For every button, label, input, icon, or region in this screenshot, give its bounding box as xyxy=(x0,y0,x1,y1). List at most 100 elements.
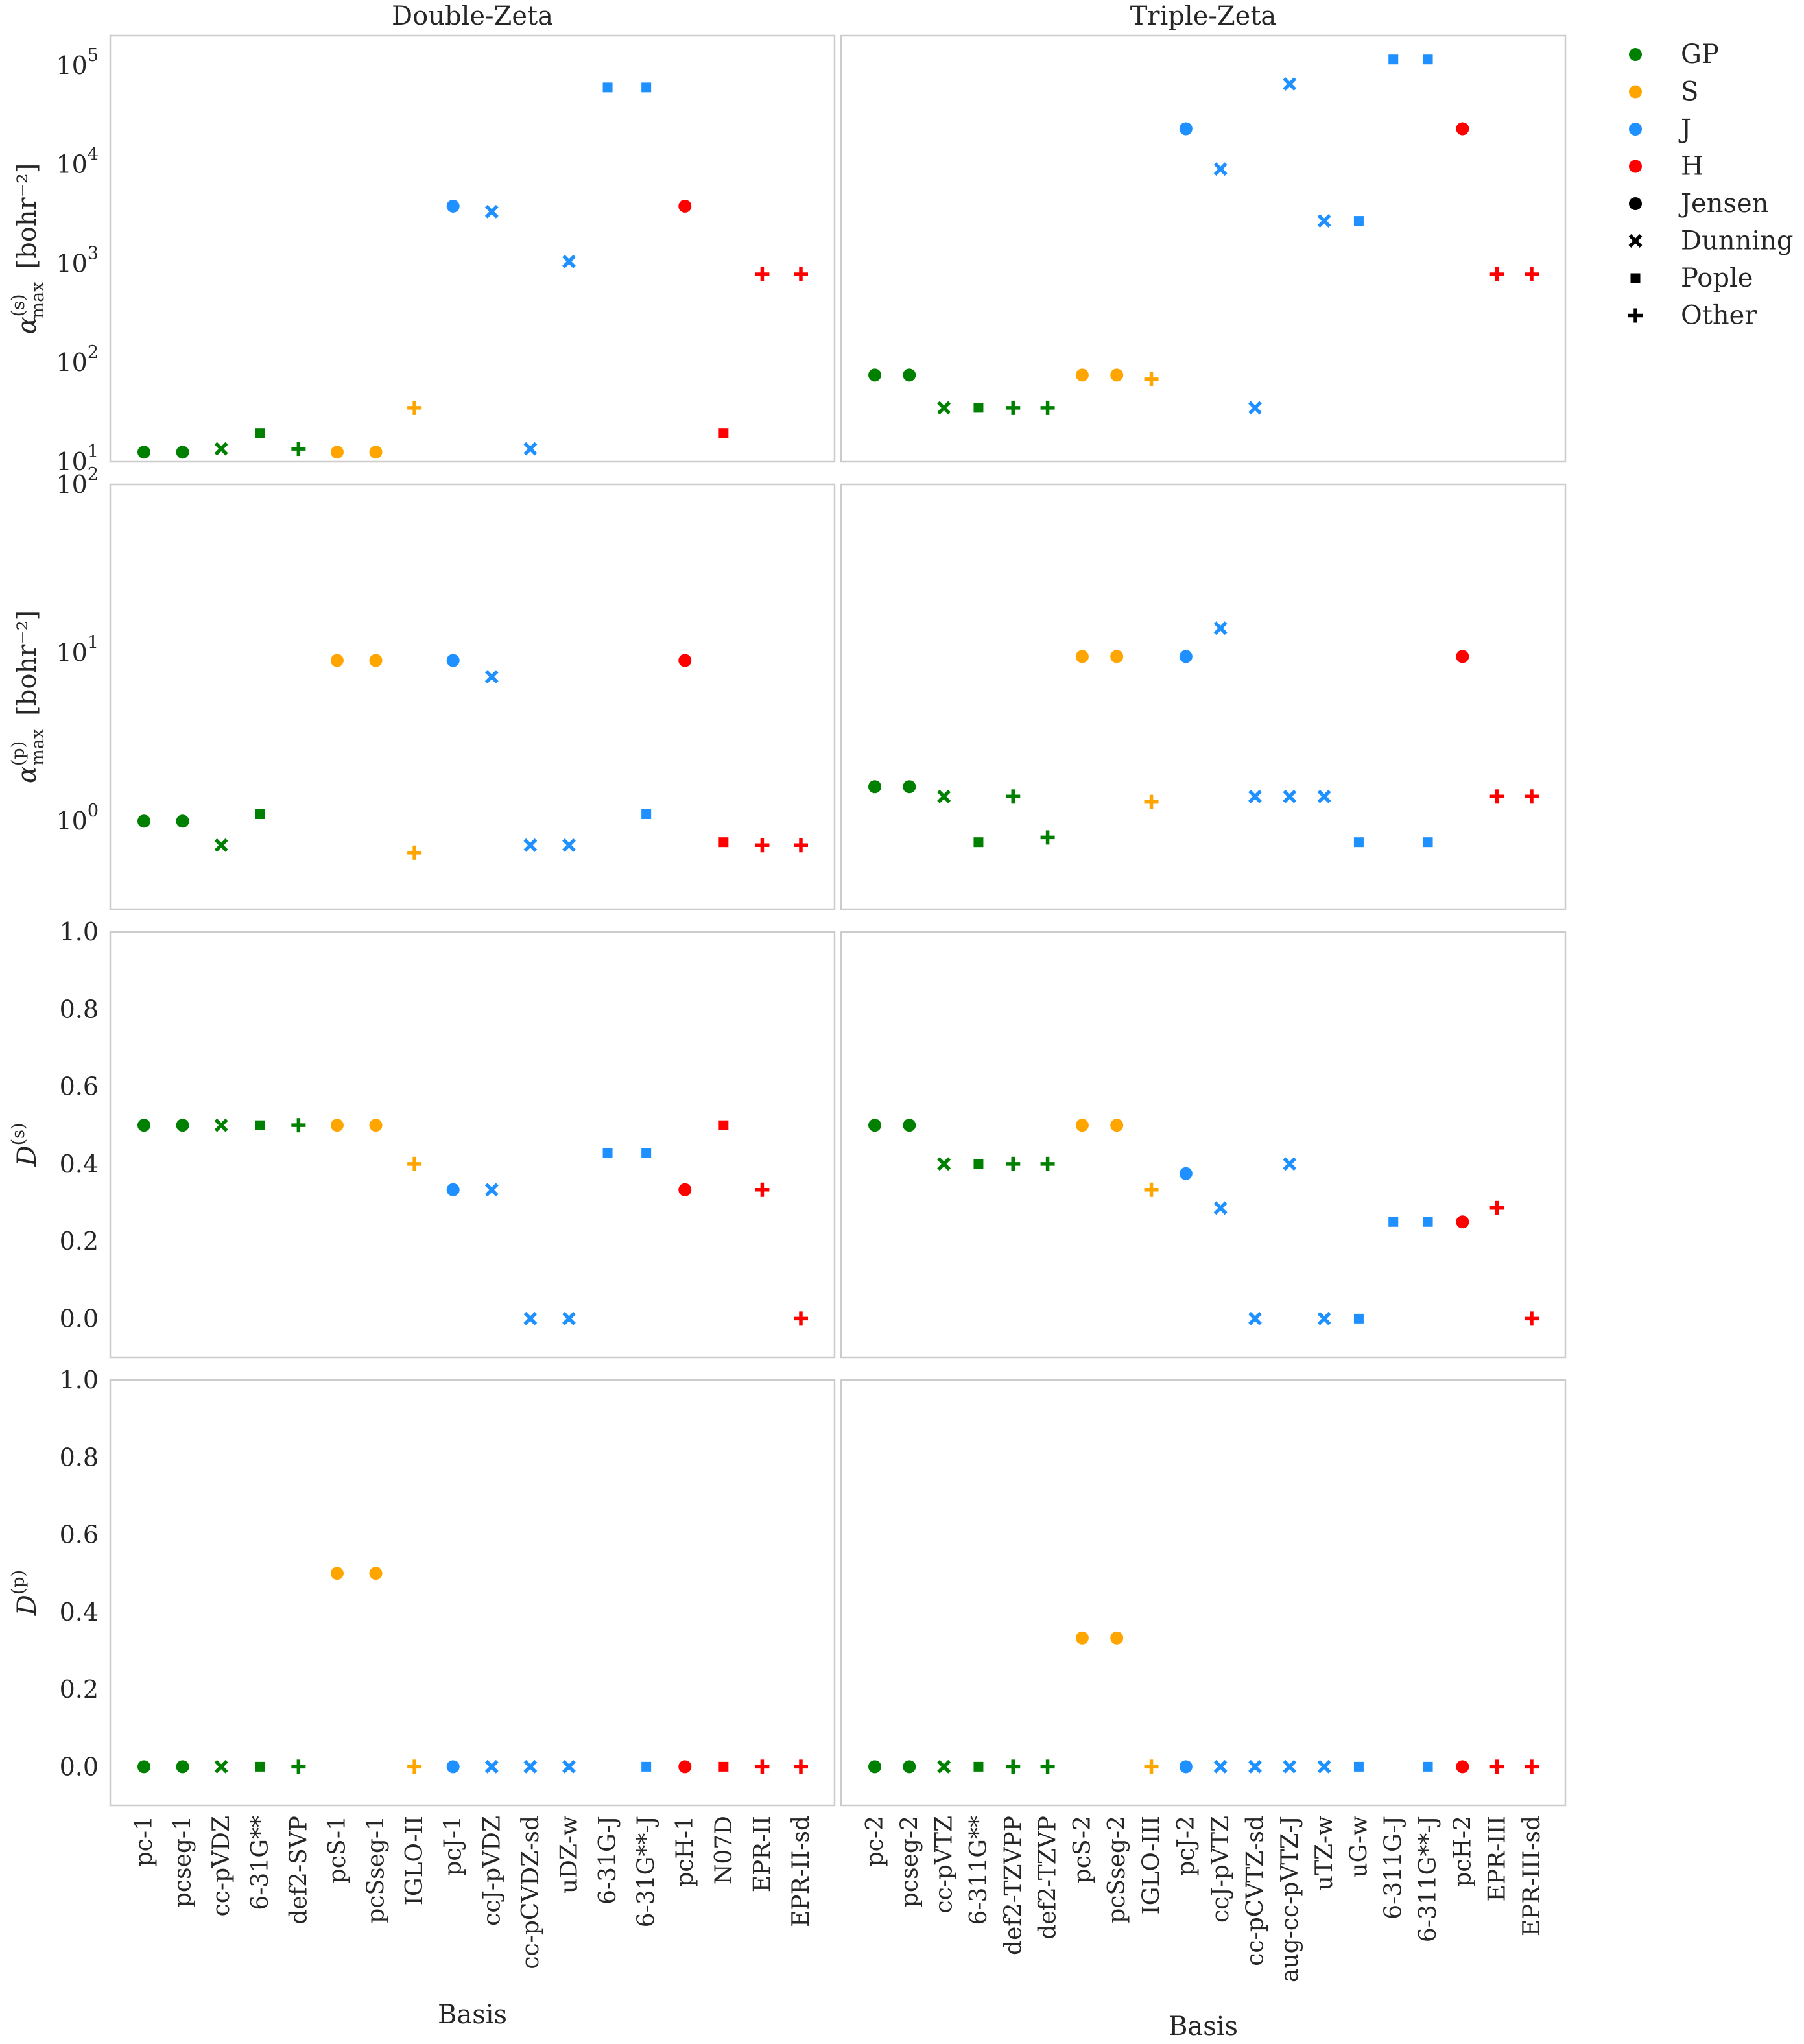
point-N07D-r1 xyxy=(718,837,729,848)
point-pcH_1-r0 xyxy=(678,199,692,213)
point-pc_2-r0 xyxy=(868,368,881,382)
panel-frame-r2-c1 xyxy=(840,931,1567,1359)
point-def2_TZVPP-r1 xyxy=(1006,789,1021,804)
point-uDZ_w-r0 xyxy=(562,254,576,268)
y-tick-label-r2-1: 0.2 xyxy=(60,1227,99,1255)
legend-marker-H xyxy=(1629,160,1642,173)
point-pcJ_2-r3 xyxy=(1179,1760,1193,1774)
y-tick-label-r2-3: 0.6 xyxy=(60,1073,99,1101)
column-title-1: Triple-Zeta xyxy=(1130,1,1277,31)
y-tick-label-r2-5: 1.0 xyxy=(60,918,99,946)
point-IGLO_III-r3 xyxy=(1144,1759,1159,1774)
point-pcH_2-r0 xyxy=(1456,122,1469,136)
point-pcS_1-r2 xyxy=(330,1119,344,1132)
point-aug_cc_pVTZ_J-r3 xyxy=(1283,1759,1297,1774)
point-cc_pCVTZ_sd-r2 xyxy=(1248,1311,1262,1325)
point-EPR_II_sd-r0 xyxy=(794,267,808,281)
point-uTZ_w-r1 xyxy=(1317,789,1331,803)
point-pcseg_1-r0 xyxy=(176,446,189,459)
point-pcH_2-r3 xyxy=(1456,1760,1469,1774)
legend-marker-Pople xyxy=(1630,273,1641,283)
x-tick-label-pcS_2: pcS-2 xyxy=(1069,1816,1096,1883)
point-pcH_2-r1 xyxy=(1456,650,1469,663)
y-axis-title-r2: D(s) xyxy=(8,1123,42,1167)
x-tick-label-pcSseg_1: pcSseg-1 xyxy=(363,1816,390,1923)
point-cc_pCVDZ_sd-r3 xyxy=(523,1759,538,1774)
point-def2_TZVP-r3 xyxy=(1040,1759,1055,1774)
panel-r2-c0 xyxy=(137,1118,808,1326)
x-tick-label-IGLO_II: IGLO-II xyxy=(401,1816,428,1905)
point-uTZ_w-r2 xyxy=(1317,1311,1331,1325)
point-pcJ_1-r2 xyxy=(446,1183,460,1196)
y-tick-label-r1-0: 100 xyxy=(56,801,99,835)
point-6_311G_J-r1 xyxy=(1423,837,1433,848)
panel-r2-c1 xyxy=(868,1119,1539,1326)
point-cc_pVDZ-r2 xyxy=(214,1118,228,1132)
point-EPR_III-r2 xyxy=(1489,1200,1504,1215)
x-tick-label-6_311G_J: 6-311G**-J xyxy=(1415,1816,1442,1942)
point-EPR_III_sd-r0 xyxy=(1525,267,1539,281)
panel-r0-c1 xyxy=(868,54,1539,415)
point-EPR_II_sd-r3 xyxy=(794,1759,808,1774)
point-6_31G_-r2 xyxy=(255,1120,265,1130)
point-pcS_2-r1 xyxy=(1075,650,1089,663)
point-pcSseg_2-r0 xyxy=(1110,368,1124,382)
panel-frame-r2-c0 xyxy=(109,931,836,1359)
point-uDZ_w-r3 xyxy=(562,1759,576,1774)
point-pcJ_1-r3 xyxy=(446,1760,460,1774)
y-tick-label-r2-2: 0.4 xyxy=(60,1150,99,1178)
point-6_31G_J-r1 xyxy=(641,809,652,820)
point-aug_cc_pVTZ_J-r2 xyxy=(1283,1157,1297,1171)
point-pcJ_2-r0 xyxy=(1179,122,1193,136)
x-tick-label-pcseg_1: pcseg-1 xyxy=(170,1816,196,1907)
point-def2_TZVP-r0 xyxy=(1040,400,1055,415)
point-pcJ_1-r0 xyxy=(446,199,460,213)
x-tick-label-def2_TZVP: def2-TZVP xyxy=(1035,1816,1062,1940)
column-title-0: Double-Zeta xyxy=(392,1,553,31)
point-ccJ_pVDZ-r2 xyxy=(484,1183,499,1197)
point-pcJ_1-r1 xyxy=(446,654,460,667)
point-cc_pVDZ-r0 xyxy=(214,442,228,456)
point-cc_pVDZ-r3 xyxy=(214,1759,228,1774)
point-pc_2-r3 xyxy=(868,1760,881,1774)
point-pcseg_1-r2 xyxy=(176,1119,189,1132)
x-tick-label-uTZ_w: uTZ-w xyxy=(1311,1816,1338,1890)
point-IGLO_III-r1 xyxy=(1144,794,1159,809)
point-EPR_III-r0 xyxy=(1489,267,1504,281)
point-uG_w-r3 xyxy=(1353,1761,1364,1772)
point-6_311G_J-r0 xyxy=(1423,54,1433,65)
x-tick-label-pc_1: pc-1 xyxy=(131,1816,158,1866)
point-pcSseg_2-r1 xyxy=(1110,650,1124,663)
x-tick-label-EPR_II: EPR-II xyxy=(749,1816,776,1892)
y-tick-label-r3-2: 0.4 xyxy=(60,1598,99,1626)
point-6_31G_-r1 xyxy=(255,809,265,820)
point-uDZ_w-r2 xyxy=(562,1311,576,1325)
x-tick-label-uDZ_w: uDZ-w xyxy=(556,1816,582,1894)
legend-label-J: J xyxy=(1678,114,1691,144)
x-tick-label-6_311G_: 6-311G** xyxy=(966,1816,992,1925)
point-pc_1-r2 xyxy=(137,1119,150,1132)
x-axis-title-c1: Basis xyxy=(1169,2012,1238,2041)
point-pc_1-r0 xyxy=(137,446,150,459)
point-aug_cc_pVTZ_J-r0 xyxy=(1283,77,1297,91)
point-uTZ_w-r0 xyxy=(1317,214,1331,228)
x-tick-label-6_311G_J: 6-311G-J xyxy=(1381,1816,1407,1919)
y-tick-label-r0-1: 102 xyxy=(56,342,99,377)
point-aug_cc_pVTZ_J-r1 xyxy=(1283,789,1297,803)
point-pc_2-r1 xyxy=(868,780,881,794)
x-tick-label-aug_cc_pVTZ_J: aug-cc-pVTZ-J xyxy=(1277,1816,1303,1982)
y-tick-label-r2-4: 0.8 xyxy=(60,995,99,1023)
point-pc_2-r2 xyxy=(868,1119,881,1132)
y-tick-label-r3-1: 0.2 xyxy=(60,1675,99,1704)
x-tick-label-EPR_III: EPR-III xyxy=(1484,1816,1511,1901)
point-def2_SVP-r2 xyxy=(291,1118,306,1133)
x-tick-label-N07D: N07D xyxy=(711,1816,737,1884)
x-tick-label-def2_SVP: def2-SVP xyxy=(285,1816,312,1925)
x-tick-label-cc_pCVTZ_sd: cc-pCVTZ-sd xyxy=(1242,1816,1268,1966)
x-tick-label-EPR_II_sd: EPR-II-sd xyxy=(788,1816,814,1927)
panel-frame-r1-c1 xyxy=(840,483,1567,910)
point-def2_TZVPP-r3 xyxy=(1006,1759,1021,1774)
x-tick-label-6_31G_J: 6-31G**-J xyxy=(634,1816,660,1927)
y-tick-label-r0-2: 103 xyxy=(56,243,99,278)
point-6_311G_J-r2 xyxy=(1423,1217,1433,1227)
